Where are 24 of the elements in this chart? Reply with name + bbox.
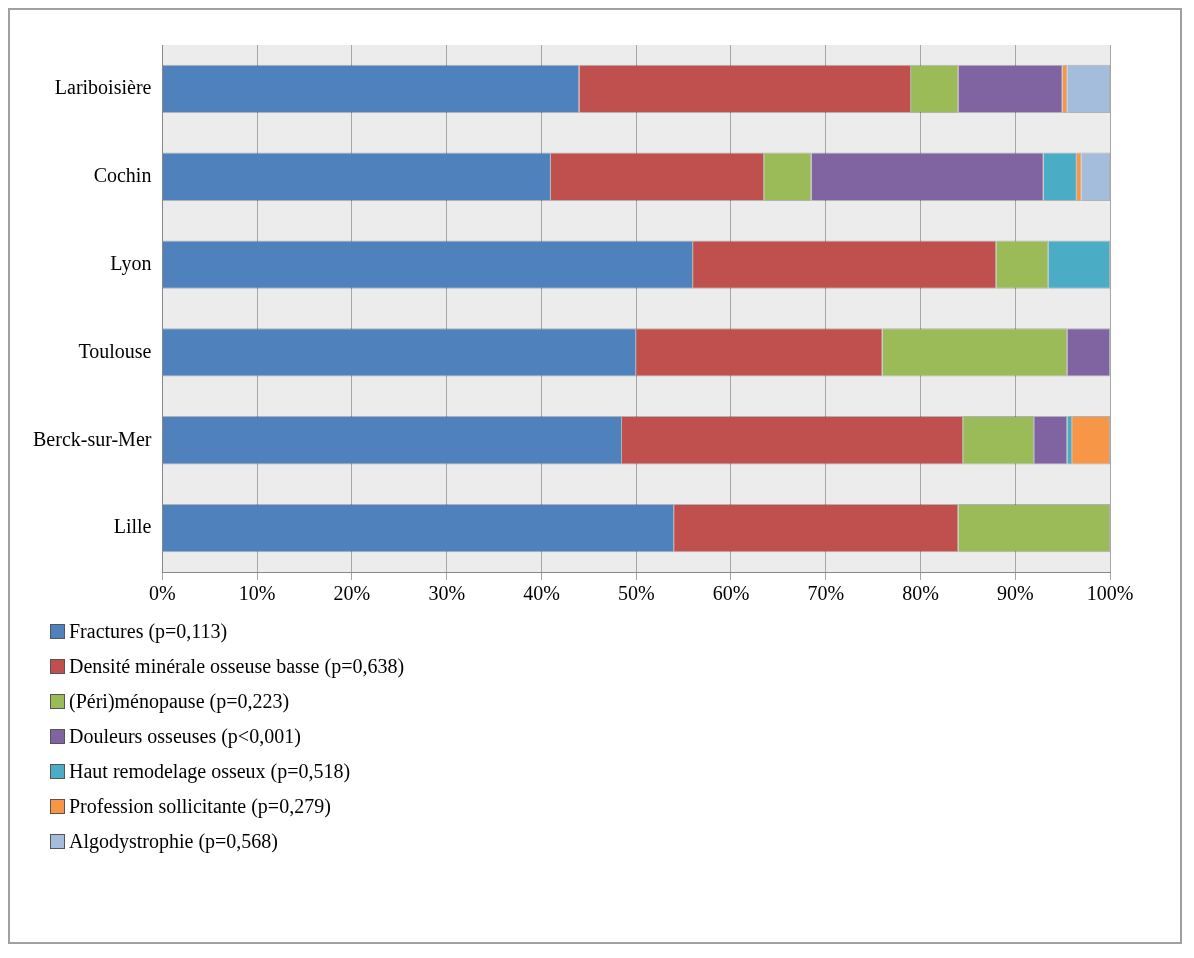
legend-label: Douleurs osseuses (p<0,001) [69, 725, 301, 748]
x-tick-label: 70% [807, 582, 845, 605]
x-tick-label: 50% [617, 582, 655, 605]
legend-label: Algodystrophie (p=0,568) [69, 830, 279, 853]
y-tick-label: Lille [113, 515, 152, 538]
y-tick-label: Berck-sur-Mer [33, 427, 152, 450]
x-tick-label: 30% [428, 582, 466, 605]
x-tick-label: 100% [1086, 582, 1134, 605]
x-tick-label: 20% [333, 582, 371, 605]
y-tick-label: Cochin [93, 164, 152, 186]
legend-label: Profession sollicitante (p=0,279) [69, 795, 331, 818]
legend-label: Fractures (p=0,113) [69, 620, 228, 643]
y-tick-label: Lariboisière [54, 76, 152, 99]
legend-label: Densité minérale osseuse basse (p=0,638) [69, 655, 405, 678]
y-tick-label: Lyon [110, 251, 152, 275]
x-tick-label: 40% [523, 582, 560, 605]
x-tick-label: 0% [149, 582, 176, 605]
x-tick-label: 90% [996, 582, 1034, 605]
legend-label: (Péri)ménopause (p=0,223) [69, 690, 290, 713]
x-tick-label: 80% [902, 582, 939, 605]
x-tick-label: 10% [238, 582, 276, 605]
x-tick-label: 60% [712, 582, 750, 605]
y-tick-label: Toulouse [78, 339, 152, 362]
legend-label: Haut remodelage osseux (p=0,518) [69, 760, 351, 783]
